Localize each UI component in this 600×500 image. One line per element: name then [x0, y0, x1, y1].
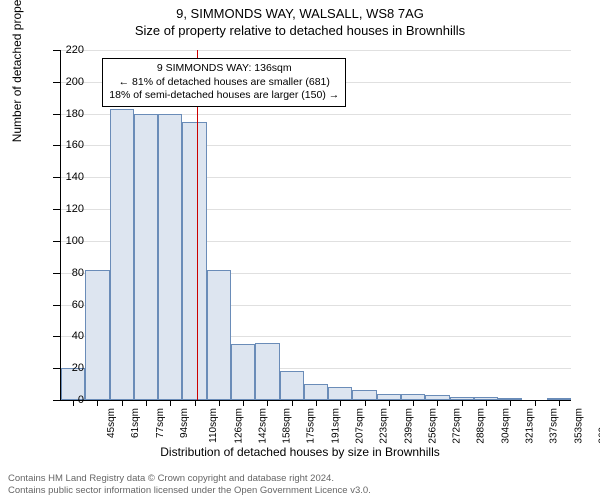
x-tick-label: 45sqm	[106, 408, 117, 438]
annotation-box: 9 SIMMONDS WAY: 136sqm← 81% of detached …	[102, 58, 346, 107]
title-sub: Size of property relative to detached ho…	[0, 21, 600, 38]
x-tick-label: 158sqm	[282, 408, 293, 444]
histogram-bar	[207, 270, 231, 400]
plot-area: 9 SIMMONDS WAY: 136sqm← 81% of detached …	[60, 50, 571, 401]
footer-line-1: Contains HM Land Registry data © Crown c…	[8, 473, 371, 484]
x-tick	[316, 400, 317, 406]
histogram-bar	[328, 387, 352, 400]
histogram-bar	[255, 343, 279, 400]
x-tick-label: 223sqm	[379, 408, 390, 444]
x-tick	[559, 400, 560, 406]
histogram-bar	[304, 384, 328, 400]
x-tick	[340, 400, 341, 406]
x-tick	[97, 400, 98, 406]
x-tick	[437, 400, 438, 406]
annotation-line: 9 SIMMONDS WAY: 136sqm	[109, 62, 339, 76]
x-tick-label: 126sqm	[233, 408, 244, 444]
x-tick	[122, 400, 123, 406]
x-tick	[243, 400, 244, 406]
y-tick-label: 160	[54, 139, 84, 151]
y-tick-label: 120	[54, 203, 84, 215]
x-tick-label: 191sqm	[330, 408, 341, 444]
y-axis-title: Number of detached properties	[10, 0, 24, 142]
histogram-bar	[182, 122, 206, 400]
x-tick-label: 272sqm	[452, 408, 463, 444]
x-tick-label: 94sqm	[179, 408, 190, 438]
histogram-bar	[134, 114, 158, 400]
x-tick	[535, 400, 536, 406]
y-tick-label: 100	[54, 235, 84, 247]
x-tick-label: 239sqm	[403, 408, 414, 444]
x-tick	[195, 400, 196, 406]
x-tick-label: 337sqm	[549, 408, 560, 444]
y-tick-label: 20	[54, 362, 84, 374]
x-tick	[486, 400, 487, 406]
x-tick-label: 142sqm	[257, 408, 268, 444]
title-main: 9, SIMMONDS WAY, WALSALL, WS8 7AG	[0, 0, 600, 21]
x-tick	[462, 400, 463, 406]
x-tick-label: 256sqm	[427, 408, 438, 444]
histogram-bar	[231, 344, 255, 400]
x-tick	[413, 400, 414, 406]
x-tick	[292, 400, 293, 406]
x-tick	[267, 400, 268, 406]
x-tick-label: 207sqm	[355, 408, 366, 444]
x-tick-label: 353sqm	[573, 408, 584, 444]
y-tick-label: 40	[54, 330, 84, 342]
x-tick	[510, 400, 511, 406]
histogram-bar	[352, 390, 376, 400]
grid-line	[61, 50, 571, 51]
x-tick-label: 321sqm	[525, 408, 536, 444]
y-tick-label: 0	[54, 394, 84, 406]
x-tick	[365, 400, 366, 406]
histogram-bar	[85, 270, 109, 400]
y-tick-label: 80	[54, 267, 84, 279]
x-tick-label: 77sqm	[155, 408, 166, 438]
x-tick-label: 61sqm	[130, 408, 141, 438]
x-tick	[170, 400, 171, 406]
footer-attribution: Contains HM Land Registry data © Crown c…	[8, 473, 371, 496]
histogram-bar	[280, 371, 304, 400]
x-tick-label: 304sqm	[500, 408, 511, 444]
x-axis-title: Distribution of detached houses by size …	[0, 445, 600, 459]
y-tick-label: 200	[54, 76, 84, 88]
y-tick-label: 60	[54, 299, 84, 311]
x-tick	[219, 400, 220, 406]
x-tick-label: 175sqm	[306, 408, 317, 444]
x-tick	[389, 400, 390, 406]
footer-line-2: Contains public sector information licen…	[8, 485, 371, 496]
x-tick-label: 288sqm	[476, 408, 487, 444]
x-tick	[146, 400, 147, 406]
y-tick-label: 220	[54, 44, 84, 56]
histogram-bar	[110, 109, 134, 400]
chart-container: 9, SIMMONDS WAY, WALSALL, WS8 7AG Size o…	[0, 0, 600, 500]
y-tick-label: 140	[54, 171, 84, 183]
annotation-line: ← 81% of detached houses are smaller (68…	[109, 76, 339, 90]
x-tick-label: 110sqm	[208, 408, 219, 443]
y-tick-label: 180	[54, 108, 84, 120]
histogram-bar	[158, 114, 182, 400]
annotation-line: 18% of semi-detached houses are larger (…	[109, 89, 339, 103]
